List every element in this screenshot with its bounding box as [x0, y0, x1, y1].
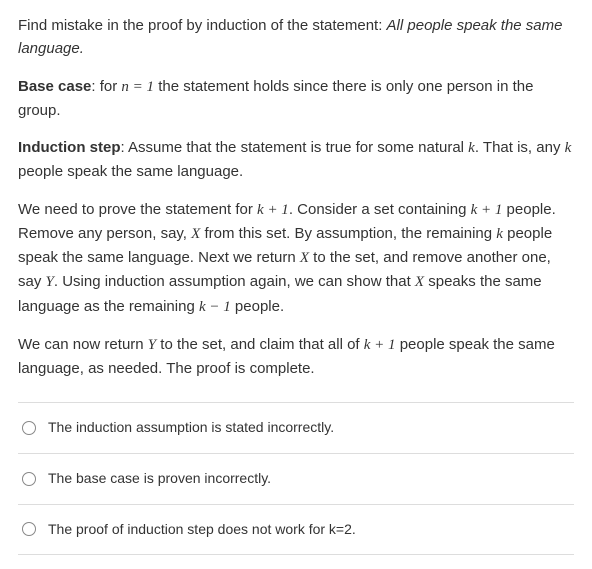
base-case-expr: n = 1: [121, 79, 154, 95]
p3-e4: k: [496, 226, 503, 242]
option-label: The base case is proven incorrectly.: [48, 468, 271, 490]
p4-e1: Y: [148, 337, 156, 353]
p3-t7: . Using induction assumption again, we c…: [54, 273, 415, 290]
induction-step-intro: Induction step: Assume that the statemen…: [18, 136, 574, 184]
p4-t1: We can now return: [18, 336, 148, 353]
p3-e2: k + 1: [471, 202, 503, 218]
base-case-prefix: : for: [91, 78, 121, 95]
base-case-label: Base case: [18, 78, 91, 95]
p3-e5: X: [300, 250, 309, 266]
p4-e2: k + 1: [364, 337, 396, 353]
radio-icon: [22, 472, 36, 486]
induction-step-mid: . That is, any: [475, 139, 565, 156]
p3-e3: X: [191, 226, 200, 242]
p3-e7: X: [415, 274, 424, 290]
induction-step-suffix: people speak the same language.: [18, 163, 243, 180]
p3-t4: from this set. By assumption, the remain…: [200, 225, 496, 242]
base-case: Base case: for n = 1 the statement holds…: [18, 75, 574, 123]
option-1[interactable]: The induction assumption is stated incor…: [18, 403, 574, 454]
question-intro: Find mistake in the proof by induction o…: [18, 17, 387, 34]
induction-step-prefix: : Assume that the statement is true for …: [121, 139, 469, 156]
p3-t9: people.: [231, 298, 284, 315]
options-list: The induction assumption is stated incor…: [18, 402, 574, 555]
option-2[interactable]: The base case is proven incorrectly.: [18, 454, 574, 505]
k-1: k: [468, 140, 475, 156]
option-label: The proof of induction step does not wor…: [48, 519, 356, 541]
radio-icon: [22, 421, 36, 435]
p4-t2: to the set, and claim that all of: [156, 336, 364, 353]
option-3[interactable]: The proof of induction step does not wor…: [18, 505, 574, 556]
p3-t1: We need to prove the statement for: [18, 201, 257, 218]
question-text: Find mistake in the proof by induction o…: [18, 14, 574, 61]
p3-t2: . Consider a set containing: [289, 201, 471, 218]
option-label: The induction assumption is stated incor…: [48, 417, 334, 439]
proof-paragraph-1: We need to prove the statement for k + 1…: [18, 198, 574, 319]
p3-e1: k + 1: [257, 202, 289, 218]
k-2: k: [565, 140, 572, 156]
p3-e8: k − 1: [199, 299, 231, 315]
induction-step-label: Induction step: [18, 139, 121, 156]
p3-e6: Y: [46, 274, 54, 290]
radio-icon: [22, 522, 36, 536]
proof-paragraph-2: We can now return Y to the set, and clai…: [18, 333, 574, 381]
